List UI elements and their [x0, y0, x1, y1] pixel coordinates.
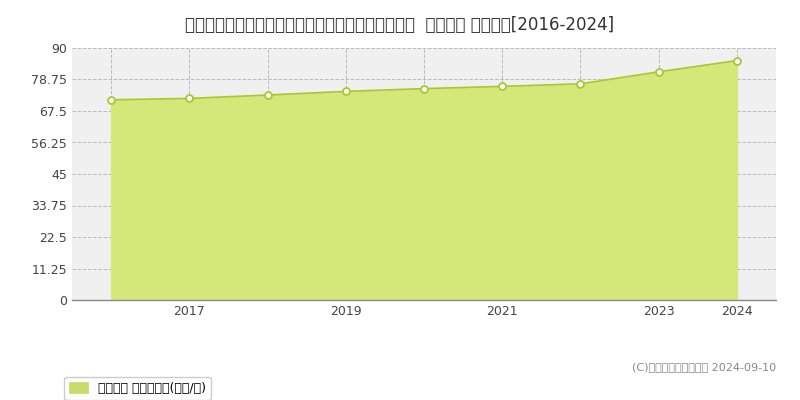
Legend: 地価公示 平均坪単価(万円/坪): 地価公示 平均坪単価(万円/坪): [64, 376, 211, 400]
Text: (C)土地価格ドットコム 2024-09-10: (C)土地価格ドットコム 2024-09-10: [632, 362, 776, 372]
Text: 埼玉県さいたま市緑区太田窪３丁目１１４０番３外  地価公示 地価推移[2016-2024]: 埼玉県さいたま市緑区太田窪３丁目１１４０番３外 地価公示 地価推移[2016-2…: [186, 16, 614, 34]
